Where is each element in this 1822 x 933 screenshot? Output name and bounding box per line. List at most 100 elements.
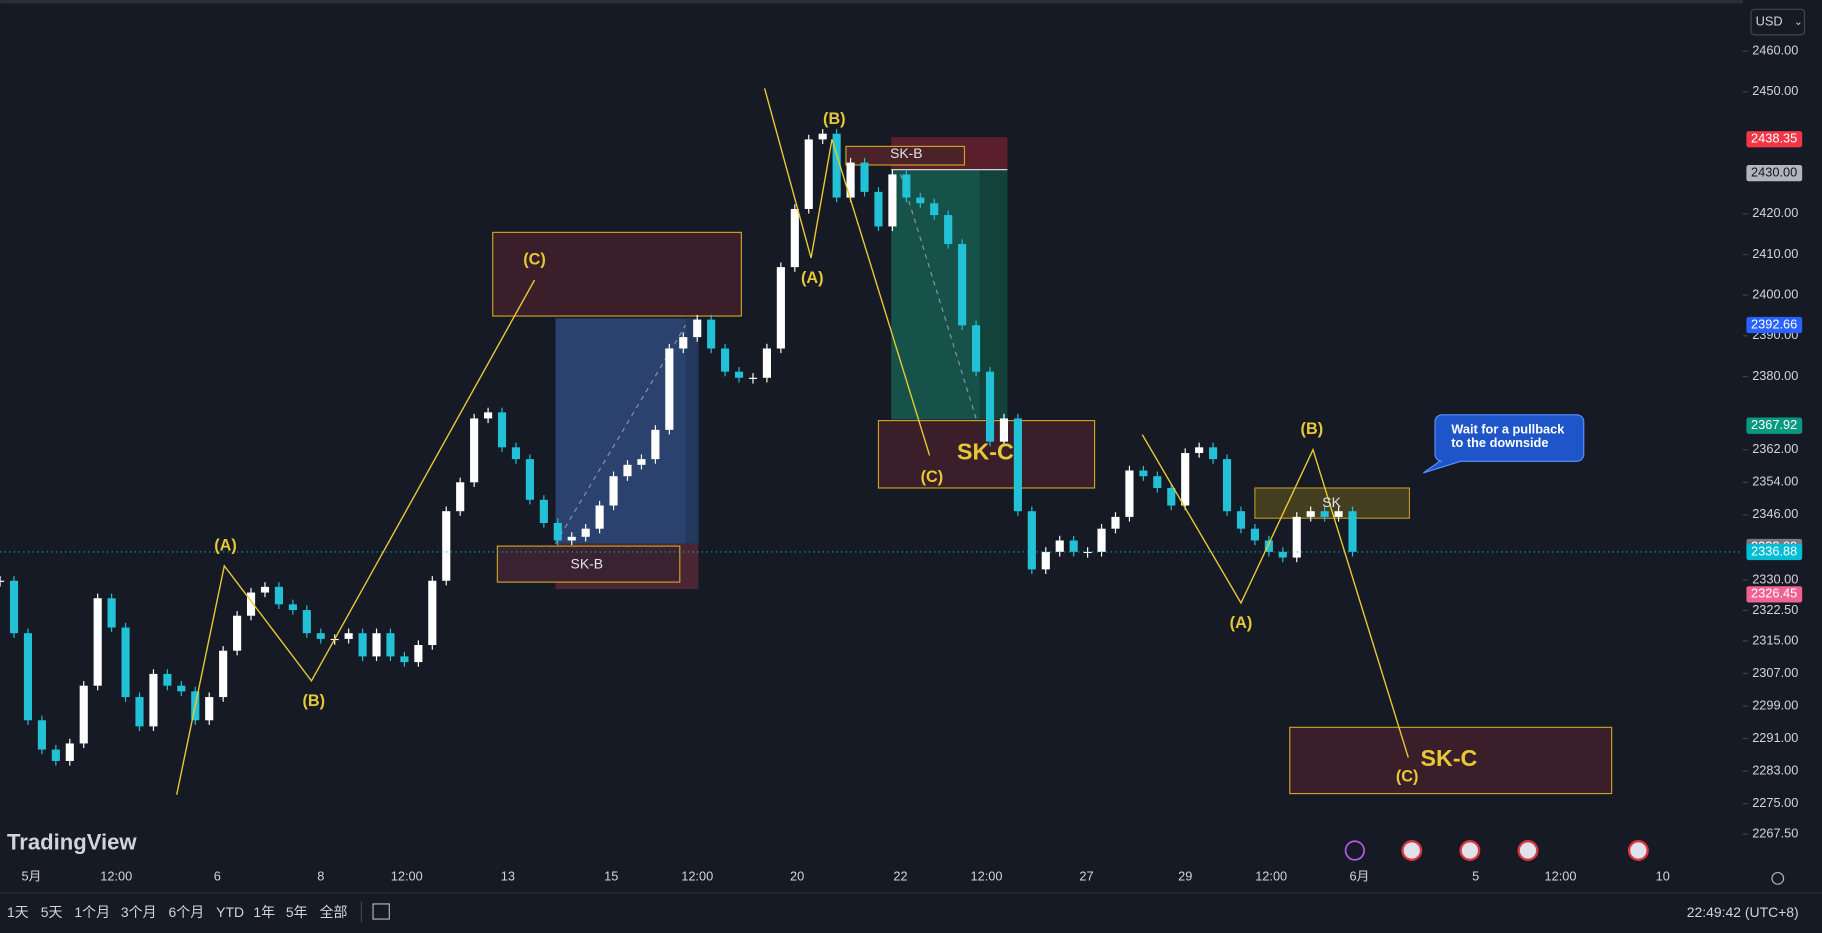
range-button[interactable]: YTD: [216, 904, 244, 920]
range-button[interactable]: 1天: [7, 904, 29, 920]
candle: [177, 685, 186, 692]
wave-line[interactable]: [1141, 434, 1409, 758]
y-tick-label: 2450.00: [1752, 83, 1798, 98]
x-tick-label: 12:00: [391, 869, 423, 884]
annotation[interactable]: (B): [303, 692, 326, 710]
x-tick-label: 12:00: [100, 869, 132, 884]
candle: [651, 429, 660, 460]
range-button[interactable]: 5天: [41, 904, 63, 920]
candle: [1334, 511, 1343, 517]
candle: [93, 598, 102, 686]
candle: [734, 371, 744, 378]
candle: [456, 482, 465, 512]
candle: [205, 697, 214, 721]
event-icon[interactable]: [1344, 840, 1366, 861]
range-button[interactable]: 3个月: [121, 904, 157, 920]
drawings: [492, 137, 1613, 795]
candle: [1181, 453, 1190, 506]
candle: [665, 348, 674, 430]
candle: [525, 459, 534, 500]
event-flag[interactable]: [1627, 840, 1649, 861]
x-tick-label: 6月: [1350, 869, 1370, 884]
annotation[interactable]: SK-B: [890, 145, 923, 161]
candle: [37, 720, 46, 750]
y-tick-label: 2380.00: [1752, 368, 1798, 383]
annotation[interactable]: (A): [1230, 614, 1253, 632]
callout-bubble[interactable]: [1423, 414, 1585, 474]
long-position-profit[interactable]: [555, 318, 699, 544]
callout-text[interactable]: Wait for a pullback: [1451, 421, 1565, 436]
annotation[interactable]: (C): [523, 251, 546, 269]
candle: [1250, 528, 1259, 541]
annotation[interactable]: SK: [1322, 494, 1341, 510]
overlay: (A)(B)(C)SK-B(B)(A)SK-BSK-C(C)(B)(A)SKSK…: [176, 88, 1585, 795]
y-tick-label: 2275.00: [1752, 795, 1798, 810]
candle: [400, 656, 409, 663]
annotation[interactable]: SK-C: [1421, 745, 1478, 771]
date-range-icon[interactable]: [372, 903, 390, 920]
annotation[interactable]: (A): [214, 536, 237, 554]
annotation[interactable]: SK-B: [571, 555, 604, 571]
candle: [1055, 540, 1064, 552]
x-tick-label: 22: [893, 869, 907, 884]
annotation[interactable]: (C): [1396, 768, 1419, 786]
settings-icon[interactable]: [1771, 872, 1785, 885]
x-tick-label: 29: [1178, 869, 1192, 884]
candle: [818, 133, 827, 140]
candle: [1292, 516, 1301, 558]
candle: [609, 476, 618, 506]
wave-line[interactable]: [176, 279, 536, 795]
candle: [1027, 511, 1036, 570]
candle: [1041, 551, 1050, 570]
candle: [748, 377, 758, 379]
range-button[interactable]: 6个月: [169, 904, 205, 920]
x-tick-label: 12:00: [971, 869, 1003, 884]
target-box[interactable]: [492, 231, 742, 317]
candle: [985, 371, 995, 442]
range-button[interactable]: 全部: [320, 904, 348, 920]
candle: [930, 203, 939, 216]
sk-c-target-box[interactable]: [1289, 726, 1613, 795]
currency[interactable]: USD: [1756, 13, 1783, 28]
sk-b-box[interactable]: [496, 545, 681, 583]
annotation[interactable]: (C): [921, 468, 944, 486]
range-button[interactable]: 1个月: [74, 904, 110, 920]
range-button[interactable]: 5年: [286, 904, 308, 920]
bottom-toolbar: [0, 892, 1822, 933]
y-tick-label: 2330.00: [1752, 571, 1798, 586]
annotation[interactable]: (B): [823, 110, 846, 128]
candle: [1111, 516, 1120, 529]
sk-b-box[interactable]: [845, 145, 966, 166]
sk-box[interactable]: [1254, 487, 1411, 519]
candles: [0, 129, 1743, 766]
candle: [902, 174, 911, 198]
callout-text[interactable]: to the downside: [1451, 435, 1548, 450]
annotation[interactable]: (A): [801, 269, 824, 287]
candle: [776, 267, 785, 349]
range-button[interactable]: 1年: [253, 904, 275, 920]
candle: [971, 325, 981, 372]
candle: [790, 208, 799, 268]
candle: [1348, 511, 1357, 552]
candle: [246, 592, 256, 616]
candle: [693, 319, 702, 338]
y-tick-label: 2362.00: [1752, 441, 1798, 456]
event-flag[interactable]: [1517, 840, 1539, 861]
logo[interactable]: TradingView: [7, 829, 137, 854]
y-tick-label: 2400.00: [1752, 287, 1798, 302]
wave-line[interactable]: [763, 88, 931, 456]
price-badge-label: 2336.88: [1751, 543, 1797, 558]
candle: [1236, 511, 1246, 529]
price-badge-label: 2438.35: [1751, 131, 1797, 146]
event-flag[interactable]: [1459, 840, 1481, 861]
annotation[interactable]: (B): [1301, 420, 1324, 438]
event-flag[interactable]: [1401, 840, 1423, 861]
candle: [1013, 418, 1022, 512]
x-tick-label: 12:00: [1255, 869, 1287, 884]
candle: [832, 133, 841, 198]
annotation[interactable]: SK-C: [957, 438, 1014, 464]
currency-button[interactable]: [1750, 8, 1806, 36]
candle: [260, 586, 270, 593]
x-tick-label: 5月: [22, 869, 42, 884]
candle: [149, 673, 158, 727]
